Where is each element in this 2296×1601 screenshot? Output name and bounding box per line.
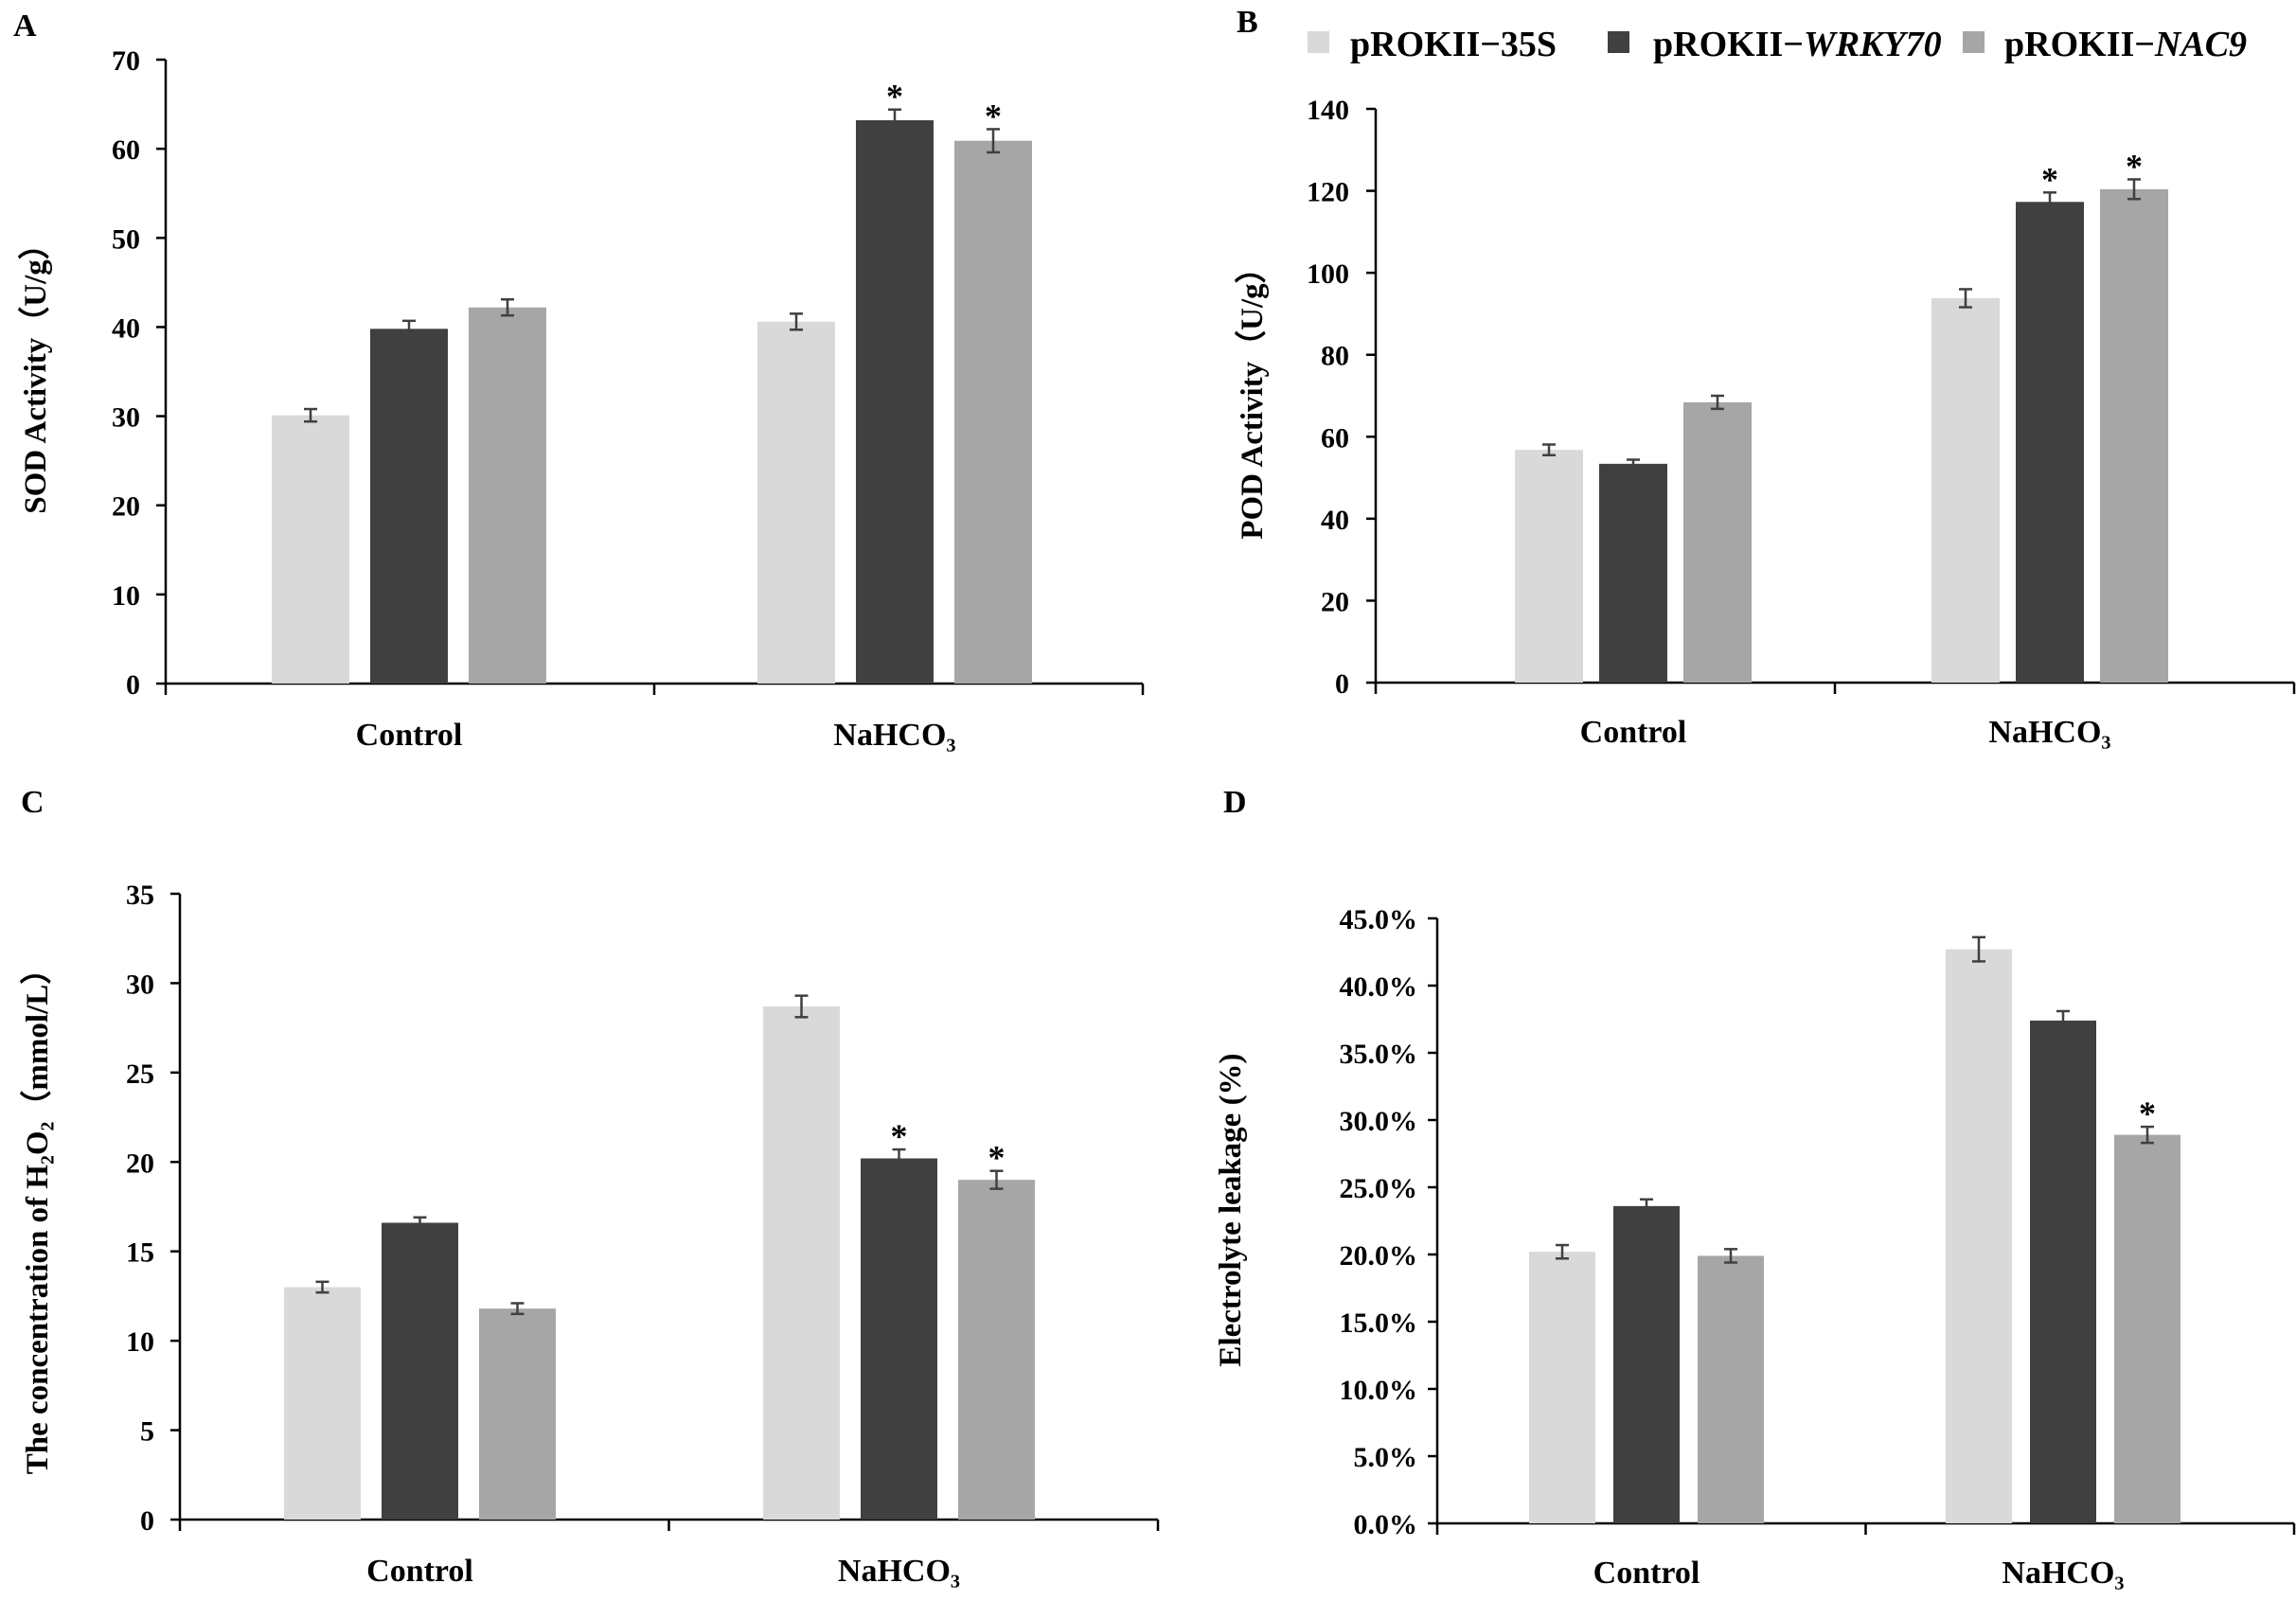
d-category-label-0: Control — [1593, 1556, 1700, 1591]
a-bar-s0-c1 — [757, 321, 835, 684]
a-bar-s1-c0 — [370, 329, 448, 684]
c-y-tick-label-2: 10 — [126, 1326, 154, 1358]
d-bar-s0-c1 — [1946, 949, 2012, 1523]
panel-label-c: C — [21, 785, 44, 820]
legend: pROKII−35S pROKII−WRKY70 pROKII−NAC9 — [1308, 25, 2247, 64]
a-y-tick-label-6: 60 — [112, 134, 140, 166]
d-y-tick-label-2: 10.0% — [1340, 1375, 1418, 1406]
c-y-axis-title: The concentration of H₂O₂（mmol/L） — [20, 953, 55, 1475]
d-significance-star-s2-c1: * — [2139, 1094, 2156, 1132]
b-significance-star-s1-c1: * — [2041, 160, 2058, 198]
b-bar-s1-c0 — [1599, 463, 1667, 683]
a-category-label-0: Control — [356, 718, 463, 753]
d-y-tick-label-8: 40.0% — [1340, 971, 1418, 1003]
c-significance-star-s2-c1: * — [988, 1139, 1006, 1177]
d-y-tick-label-0: 0.0% — [1354, 1509, 1418, 1540]
a-significance-star-s1-c1: * — [886, 78, 903, 116]
legend-label-nac9: pROKII−NAC9 — [2004, 25, 2247, 64]
c-y-tick-label-3: 15 — [126, 1237, 154, 1269]
panel-label-b: B — [1237, 5, 1258, 40]
c-category-label-1: NaHCO₃ — [838, 1554, 960, 1589]
b-y-tick-label-4: 80 — [1321, 341, 1349, 372]
legend-label-wrky70: pROKII−WRKY70 — [1653, 25, 1942, 64]
legend-swatch-35s — [1308, 31, 1329, 53]
c-bar-s2-c1 — [958, 1180, 1035, 1520]
b-bar-s2-c0 — [1683, 401, 1752, 683]
b-y-tick-label-1: 20 — [1321, 586, 1349, 617]
a-y-tick-label-5: 50 — [112, 223, 140, 255]
a-y-tick-label-3: 30 — [112, 402, 140, 434]
a-bar-s0-c0 — [272, 415, 349, 684]
c-bar-s1-c1 — [861, 1158, 937, 1520]
panel-c-h2o2-chart: 0 5 10 15 20 25 30 35 The concentration of H₂O₂（… — [20, 880, 1160, 1589]
b-y-tick-label-5: 100 — [1307, 258, 1349, 290]
a-significance-star-s2-c1: * — [985, 97, 1002, 134]
a-y-tick-label-0: 0 — [126, 669, 140, 701]
a-bar-s1-c1 — [856, 120, 934, 684]
c-y-tick-label-7: 35 — [126, 880, 154, 911]
panel-label-d: D — [1223, 785, 1247, 820]
d-y-tick-label-6: 30.0% — [1340, 1106, 1418, 1137]
panel-label-a: A — [13, 9, 37, 44]
a-y-axis-title: SOD Activity（U/g） — [18, 228, 53, 514]
c-significance-star-s1-c1: * — [891, 1117, 908, 1155]
c-bar-s0-c1 — [763, 1005, 840, 1520]
panel-b-pod-chart: 0 20 40 60 80 100 120 140 POD Activity（U/g） Contr… — [1235, 95, 2296, 750]
panel-d-electrolyte-chart: 0.0% 5.0% 10.0% 15.0% 20.0% 25.0% 30.0% 35.0% 40… — [1214, 904, 2296, 1591]
d-category-label-1: NaHCO₃ — [2002, 1556, 2124, 1591]
b-y-tick-label-6: 120 — [1307, 177, 1349, 208]
c-y-tick-label-4: 20 — [126, 1147, 154, 1179]
b-bar-s1-c1 — [2016, 202, 2084, 683]
b-significance-star-s2-c1: * — [2126, 147, 2143, 185]
b-category-label-0: Control — [1580, 715, 1687, 750]
b-bar-s2-c1 — [2100, 188, 2168, 684]
b-y-tick-label-0: 0 — [1335, 668, 1349, 700]
d-y-tick-label-4: 20.0% — [1340, 1240, 1418, 1272]
b-y-tick-label-2: 40 — [1321, 505, 1349, 536]
b-bar-s0-c1 — [1931, 297, 2000, 683]
a-y-tick-label-1: 10 — [112, 580, 140, 612]
a-bar-s2-c1 — [954, 140, 1032, 685]
b-y-axis-title: POD Activity（U/g） — [1235, 252, 1270, 539]
d-y-axis-title: Electrolyte leakage (%) — [1214, 1053, 1248, 1366]
d-bar-s2-c0 — [1698, 1255, 1764, 1523]
c-y-tick-label-0: 0 — [140, 1505, 154, 1537]
c-y-tick-label-1: 5 — [140, 1416, 154, 1448]
d-bar-s1-c1 — [2030, 1020, 2096, 1523]
a-y-tick-label-7: 70 — [112, 45, 140, 77]
legend-label-35s: pROKII−35S — [1350, 25, 1557, 64]
a-y-tick-label-4: 40 — [112, 312, 140, 344]
legend-swatch-wrky70 — [1608, 31, 1629, 53]
d-y-tick-label-7: 35.0% — [1340, 1039, 1418, 1070]
b-category-label-1: NaHCO₃ — [1988, 715, 2110, 750]
b-y-tick-label-7: 140 — [1307, 95, 1349, 126]
panel-a-sod-chart: 0 10 20 30 40 50 60 70 SOD Activity（U/g） Control N… — [18, 45, 1145, 753]
c-y-tick-label-5: 25 — [126, 1058, 154, 1090]
b-y-tick-label-3: 60 — [1321, 422, 1349, 454]
c-bar-s2-c0 — [479, 1308, 556, 1520]
a-y-tick-label-2: 20 — [112, 491, 140, 523]
a-category-label-1: NaHCO₃ — [833, 718, 955, 753]
d-bar-s1-c0 — [1613, 1205, 1680, 1523]
c-bar-s0-c0 — [284, 1287, 361, 1520]
d-y-tick-label-3: 15.0% — [1340, 1307, 1418, 1339]
c-bar-s1-c0 — [382, 1222, 458, 1520]
d-y-tick-label-5: 25.0% — [1340, 1173, 1418, 1204]
d-y-tick-label-1: 5.0% — [1354, 1442, 1418, 1473]
legend-swatch-nac9 — [1963, 31, 1985, 53]
d-bar-s0-c0 — [1529, 1252, 1595, 1523]
d-y-tick-label-9: 45.0% — [1340, 904, 1418, 935]
c-category-label-0: Control — [366, 1554, 473, 1589]
b-bar-s0-c0 — [1515, 450, 1583, 683]
d-bar-s2-c1 — [2114, 1134, 2180, 1523]
c-y-tick-label-6: 30 — [126, 969, 154, 1000]
a-bar-s2-c0 — [469, 307, 546, 684]
